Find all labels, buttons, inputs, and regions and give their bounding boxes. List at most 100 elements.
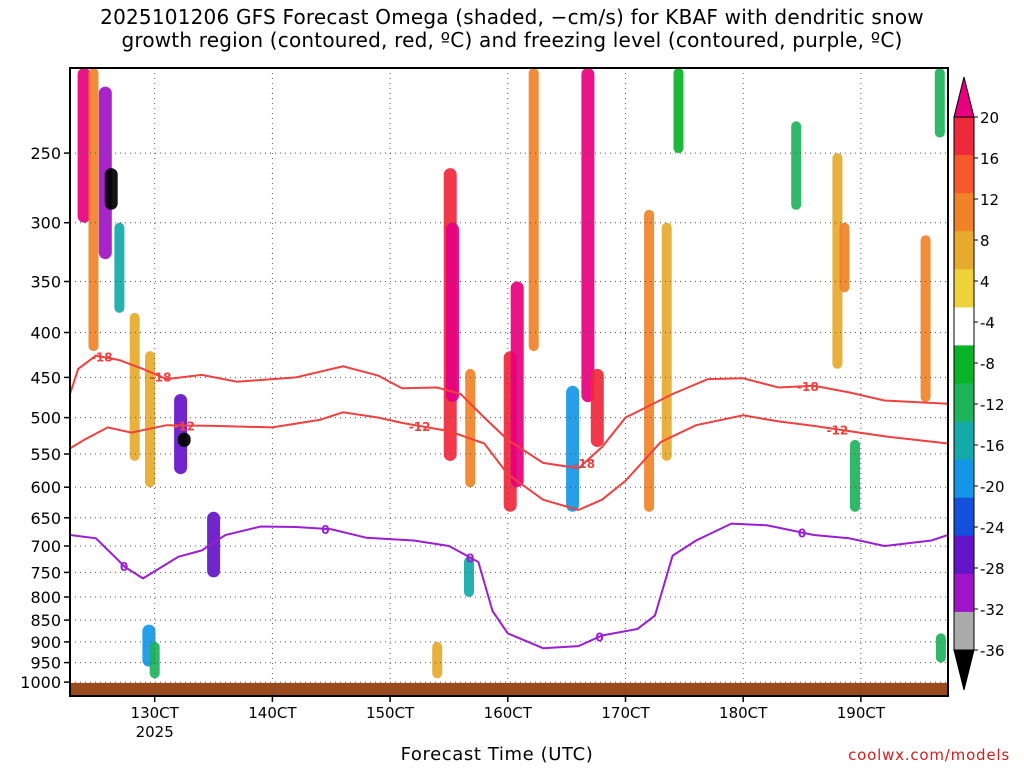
colorbar-segment — [954, 611, 974, 651]
colorbar-label: 16 — [980, 150, 999, 168]
dgz-contour-label: -18 — [797, 380, 819, 394]
omega-cell — [839, 222, 850, 293]
freezing-level-label: 0 — [321, 523, 329, 537]
colorbar-segment — [954, 269, 974, 308]
omega-cell — [920, 235, 931, 402]
colorbar-segment — [954, 573, 974, 613]
omega-cell — [528, 68, 539, 352]
credit-link[interactable]: coolwx.com/models — [848, 746, 1010, 764]
y-tick-label: 650 — [30, 509, 61, 528]
colorbar: 20 16 12 8 4 -4 -8 -12 -16 -20 -24 -28 -32 -36 — [953, 76, 1005, 691]
omega-cell — [432, 641, 443, 679]
omega-cell — [566, 385, 580, 512]
x-tick-label: 180CT — [719, 704, 768, 722]
dgz-contour-label: -18 — [573, 457, 595, 471]
y-tick-label: 400 — [30, 324, 61, 343]
freezing-level-label: 0 — [120, 560, 128, 574]
omega-cell — [832, 153, 843, 369]
colorbar-segment — [954, 497, 974, 537]
dgz-contour-label: -18 — [91, 351, 113, 365]
colorbar-label: -8 — [980, 355, 995, 373]
y-tick-label: 850 — [30, 611, 61, 630]
colorbar-segment — [954, 421, 974, 461]
y-tick-label: 900 — [30, 633, 61, 652]
x-tick-sublabel: 2025 — [136, 723, 174, 741]
freezing-level-label: 0 — [595, 631, 603, 645]
colorbar-label: 12 — [980, 191, 999, 209]
omega-cell — [446, 222, 459, 402]
colorbar-label: -32 — [980, 601, 1005, 619]
y-tick-label: 700 — [30, 537, 61, 556]
omega-cell — [207, 511, 221, 578]
omega-cell — [510, 281, 524, 488]
plot-border — [69, 67, 949, 697]
omega-shading — [77, 68, 946, 679]
colorbar-label: 20 — [980, 109, 999, 127]
omega-cell — [464, 556, 474, 597]
x-axis-label: Forecast Time (UTC) — [400, 744, 594, 765]
contour-lines: -18 -18 -18 -18 -12 -12 -12 0 0 0 0 0 — [70, 351, 948, 650]
omega-cell — [590, 368, 604, 447]
colorbar-segment — [954, 193, 974, 232]
y-tick-label: 350 — [30, 273, 61, 292]
y-tick-label: 250 — [30, 144, 61, 163]
chart-title: 2025101206 GFS Forecast Omega (shaded, −… — [0, 6, 1024, 52]
y-tick-label: 750 — [30, 563, 61, 582]
chart-title-line1: 2025101206 GFS Forecast Omega (shaded, −… — [100, 5, 924, 29]
omega-cell — [850, 439, 860, 512]
dgz-contour-label: -12 — [827, 423, 849, 437]
x-tick-label: 170CT — [601, 704, 650, 722]
y-axis: 250 300 350 400 450 500 550 600 650 700 750 800 850 9… — [20, 144, 70, 692]
omega-cell — [88, 68, 99, 352]
colorbar-label: -20 — [980, 478, 1005, 496]
colorbar-label: -16 — [980, 437, 1005, 455]
colorbar-label: 4 — [980, 273, 990, 291]
colorbar-segment — [954, 117, 974, 156]
y-tick-label: 450 — [30, 368, 61, 387]
colorbar-label: 8 — [980, 232, 990, 250]
dgz-contour-line — [70, 411, 948, 512]
omega-cell — [145, 351, 155, 488]
freezing-level-label: 0 — [466, 552, 474, 566]
colorbar-label: -12 — [980, 396, 1005, 414]
omega-cell — [791, 121, 802, 210]
colorbar-top-arrow — [953, 76, 975, 118]
dgz-contour-label: -12 — [173, 420, 195, 434]
ground-strip — [70, 682, 948, 696]
x-tick-label: 150CT — [366, 704, 415, 722]
colorbar-label: -4 — [980, 314, 995, 332]
omega-cell — [934, 68, 945, 138]
omega-cell — [465, 368, 476, 488]
colorbar-segment — [954, 383, 974, 423]
ground-surface — [70, 682, 948, 696]
colorbar-segment — [954, 307, 974, 346]
y-tick-label: 550 — [30, 445, 61, 464]
omega-cell — [114, 222, 125, 313]
omega-cell — [77, 68, 91, 223]
colorbar-segment — [954, 155, 974, 194]
x-tick-label: 190CT — [837, 704, 886, 722]
x-tick-label: 160CT — [484, 704, 533, 722]
y-tick-label: 950 — [30, 654, 61, 673]
y-tick-label: 500 — [30, 409, 61, 428]
x-tick-label: 130CT — [131, 704, 180, 722]
omega-cell — [644, 209, 655, 512]
x-tick-label: 140CT — [248, 704, 297, 722]
y-tick-label: 600 — [30, 478, 61, 497]
colorbar-segment — [954, 345, 974, 384]
colorbar-label: -36 — [980, 642, 1005, 660]
omega-cell — [129, 312, 140, 461]
dgz-contour-label: -18 — [150, 371, 172, 385]
colorbar-label: -24 — [980, 519, 1005, 537]
omega-cell — [661, 222, 672, 461]
dgz-contour-line — [70, 354, 948, 470]
plot-frame — [69, 67, 949, 697]
omega-cell — [673, 68, 684, 154]
omega-cell — [581, 68, 595, 403]
colorbar-segment — [954, 535, 974, 575]
colorbar-border — [953, 116, 975, 651]
omega-cell — [935, 633, 946, 663]
colorbar-segment — [954, 459, 974, 499]
